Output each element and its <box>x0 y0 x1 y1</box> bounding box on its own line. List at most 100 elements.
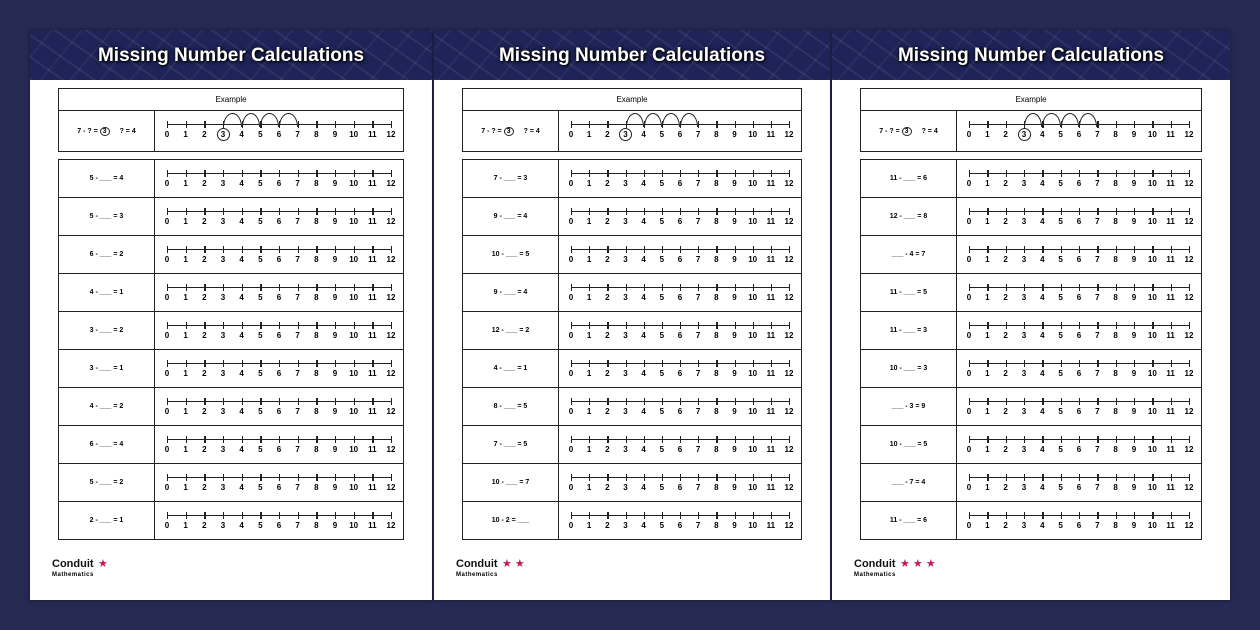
number-line-label: 0 <box>164 293 170 302</box>
number-line-tick <box>372 474 374 481</box>
number-line-tick <box>752 284 754 291</box>
number-line-label: 9 <box>1131 483 1137 492</box>
question-equation[interactable]: 12 - ___ = 8 <box>861 198 957 235</box>
number-line-tick <box>1079 436 1081 443</box>
number-line-label: 5 <box>1058 255 1063 264</box>
number-line-label: 8 <box>714 369 719 378</box>
number-line: 0 1 2 3 4 5 6 7 8 9 10 11 12 <box>569 284 793 304</box>
number-line-tick <box>1115 246 1117 253</box>
question-equation[interactable]: 7 - ___ = 5 <box>463 426 559 463</box>
number-line-label: 1 <box>985 179 990 188</box>
question-equation[interactable]: 8 - ___ = 5 <box>463 388 559 425</box>
number-line-tick <box>987 121 989 128</box>
question-equation[interactable]: 5 - ___ = 3 <box>59 198 155 235</box>
number-line-tick <box>716 398 718 405</box>
number-line-cell: 0 1 2 3 4 5 6 7 8 9 10 11 12 <box>957 274 1201 311</box>
question-equation[interactable]: 9 - ___ = 4 <box>463 198 559 235</box>
question-equation[interactable]: ___ - 4 = 7 <box>861 236 957 273</box>
question-equation[interactable]: 10 - ___ = 3 <box>861 350 957 387</box>
question-equation[interactable]: 6 - ___ = 4 <box>59 426 155 463</box>
number-line-label: 1 <box>985 483 990 492</box>
question-equation[interactable]: 11 - ___ = 6 <box>861 160 957 197</box>
number-line-label: 4 <box>1040 331 1045 340</box>
question-equation[interactable]: 4 - ___ = 1 <box>59 274 155 311</box>
number-line-label: 3 <box>220 521 226 530</box>
number-line-label: 2 <box>605 293 610 302</box>
number-line-label: 7 <box>1095 483 1100 492</box>
number-line-tick <box>1134 360 1136 367</box>
number-line-label: 1 <box>183 369 188 378</box>
number-line-label: 7 <box>1095 293 1100 302</box>
number-line-label: 8 <box>314 130 319 139</box>
question-equation[interactable]: 6 - ___ = 2 <box>59 236 155 273</box>
question-row: 12 - ___ = 2 0 1 2 3 4 5 6 7 8 9 10 11 12 <box>463 311 801 349</box>
question-equation[interactable]: 3 - ___ = 1 <box>59 350 155 387</box>
number-line-tick <box>391 512 393 519</box>
question-equation[interactable]: 10 - ___ = 5 <box>861 426 957 463</box>
question-equation[interactable]: 10 - ___ = 5 <box>463 236 559 273</box>
number-line-cell: 0 1 2 3 4 5 6 7 8 9 10 11 12 <box>957 388 1201 425</box>
number-line-label: 9 <box>1131 407 1137 416</box>
question-equation[interactable]: 9 - ___ = 4 <box>463 274 559 311</box>
number-line-tick <box>969 246 971 253</box>
number-line-label: 2 <box>202 331 207 340</box>
number-line: 0 1 2 3 4 5 6 7 8 9 10 11 12 <box>967 512 1193 532</box>
question-equation[interactable]: 10 - 2 = ___ <box>463 502 559 539</box>
number-line-label: 12 <box>386 369 396 378</box>
number-line-label: 12 <box>386 331 396 340</box>
question-equation[interactable]: 11 - ___ = 5 <box>861 274 957 311</box>
number-line-label: 1 <box>586 521 592 530</box>
number-line-tick <box>680 474 682 481</box>
number-line-label: 8 <box>314 179 319 188</box>
number-line-tick <box>1170 208 1172 215</box>
question-equation[interactable]: ___ - 3 = 9 <box>861 388 957 425</box>
number-line-tick <box>1042 284 1044 291</box>
question-equation[interactable]: 4 - ___ = 1 <box>463 350 559 387</box>
example-equation-left: 7 - ? = <box>77 127 98 135</box>
number-line-label: 2 <box>1003 293 1008 302</box>
number-line-label: 7 <box>695 293 701 302</box>
number-line-tick <box>625 360 627 367</box>
number-line: 0 1 2 3 4 5 6 7 8 9 10 11 12 <box>569 208 793 228</box>
question-equation[interactable]: 5 - ___ = 2 <box>59 464 155 501</box>
question-equation[interactable]: 3 - ___ = 2 <box>59 312 155 349</box>
number-line-tick <box>770 121 773 128</box>
question-equation[interactable]: 12 - ___ = 2 <box>463 312 559 349</box>
number-line-tick <box>625 512 627 519</box>
question-equation[interactable]: ___ - 7 = 4 <box>861 464 957 501</box>
number-line-label: 5 <box>1058 293 1063 302</box>
number-line-tick <box>372 170 374 177</box>
number-line-label: 12 <box>1184 130 1194 139</box>
number-line: 0 1 2 3 4 5 6 7 8 9 10 11 12 <box>165 246 395 266</box>
question-row: 11 - ___ = 6 0 1 2 3 4 5 6 7 8 9 10 11 12 <box>861 160 1201 197</box>
number-line-label: 2 <box>605 331 610 340</box>
number-line-tick <box>1097 474 1099 481</box>
number-line-tick <box>752 246 754 253</box>
number-line-label: 7 <box>295 483 300 492</box>
question-equation[interactable]: 10 - ___ = 7 <box>463 464 559 501</box>
question-equation[interactable]: 11 - ___ = 6 <box>861 502 957 539</box>
number-line-tick <box>1097 512 1099 519</box>
conduit-logo: Conduit ★ ★ ★ Mathematics <box>854 554 936 578</box>
question-equation[interactable]: 2 - ___ = 1 <box>59 502 155 539</box>
number-line-label: 0 <box>966 483 972 492</box>
worksheet-table: Example 7 - ? = 3? = 4 0 1 2 3 4 5 6 7 8 9 10 11 12 7 -… <box>462 88 802 540</box>
question-equation[interactable]: 5 - ___ = 4 <box>59 160 155 197</box>
number-line-label: 12 <box>784 331 794 340</box>
number-line-label: 3 <box>1021 217 1027 226</box>
number-line-tick <box>1060 170 1062 177</box>
question-equation[interactable]: 7 - ___ = 3 <box>463 160 559 197</box>
number-line-label: 5 <box>659 483 665 492</box>
number-line-tick <box>680 398 682 405</box>
number-line-label: 7 <box>295 130 300 139</box>
number-line-tick <box>353 512 355 519</box>
number-line-tick <box>1189 474 1191 481</box>
number-line-label: 3 <box>623 369 628 378</box>
question-equation[interactable]: 11 - ___ = 3 <box>861 312 957 349</box>
number-line-tick <box>1005 284 1007 291</box>
number-line-tick <box>607 121 609 128</box>
number-line-tick <box>661 170 664 177</box>
number-line-label: 10 <box>349 130 359 139</box>
question-equation[interactable]: 4 - ___ = 2 <box>59 388 155 425</box>
number-line-tick <box>661 322 664 329</box>
